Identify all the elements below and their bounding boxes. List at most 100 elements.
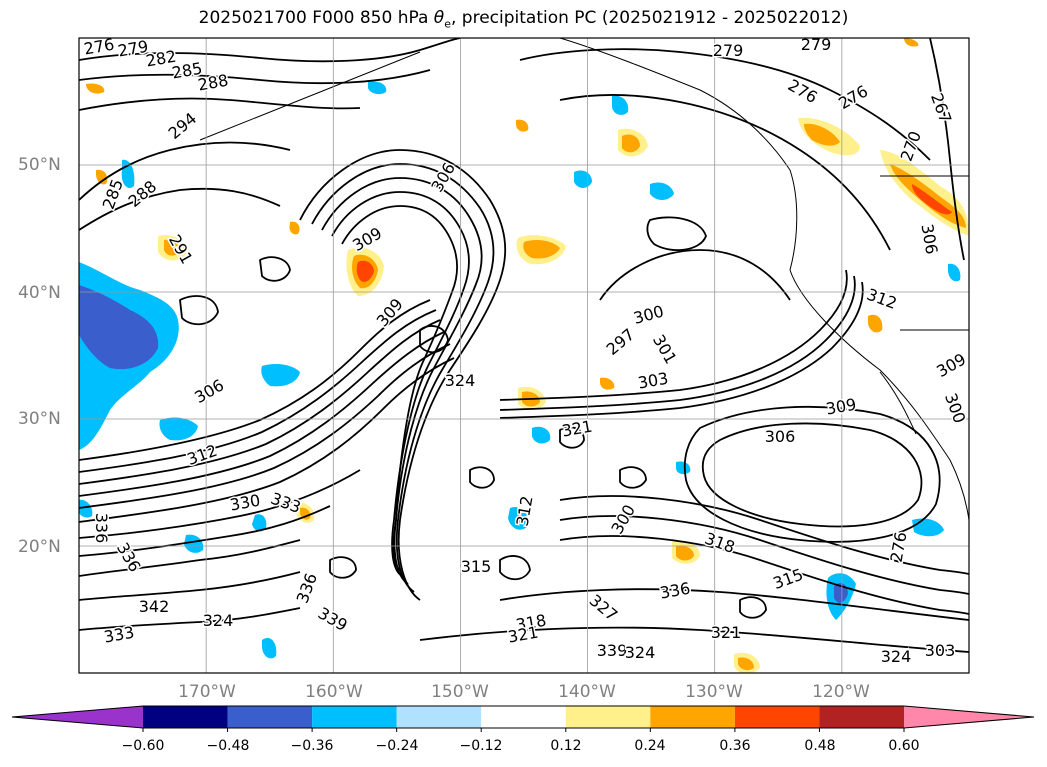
contour-line [79, 607, 301, 631]
contour-label: 303 [636, 369, 669, 393]
contour-label: 342 [139, 597, 170, 616]
contour-line [929, 38, 965, 261]
colorbar-tick: −0.48 [206, 738, 250, 754]
title-theta: θ [433, 8, 445, 28]
precip-patch-pos-8-core [676, 545, 694, 561]
precip-patch-12 [368, 81, 387, 95]
precip-patch-17 [948, 263, 961, 282]
contour-label: 336 [658, 579, 691, 603]
contour-line [499, 275, 856, 411]
title-prefix: 2025021700 F000 850 hPa [198, 8, 434, 28]
contour-line [519, 48, 931, 161]
lon-label-160w: 160°W [305, 682, 363, 702]
contour-line [499, 269, 848, 401]
precip-patch-8 [532, 426, 551, 444]
coastline-alaska-peninsula [199, 51, 421, 141]
precip-patch-pos-11 [86, 83, 105, 94]
lon-label-170w: 170°W [178, 682, 236, 702]
contour-label: 321 [560, 417, 593, 441]
contour-label: 276 [82, 35, 115, 59]
precip-patch-7 [612, 95, 629, 115]
contour-label: 288 [196, 71, 229, 95]
contour-line [341, 205, 458, 571]
precip-patch-pos-6-core [164, 239, 180, 256]
contour-label: 309 [933, 349, 969, 381]
contour-line [79, 299, 431, 461]
contour-label: 312 [185, 441, 220, 469]
colorbar-tick: 0.12 [550, 738, 582, 754]
precip-patch-15 [262, 637, 277, 659]
contour-label: 339 [315, 603, 351, 635]
precip-patch-pos-3-core [622, 134, 640, 153]
contour-line [79, 343, 451, 509]
contour-line [311, 163, 495, 593]
precip-patch-pos-12 [904, 38, 919, 47]
contour-label: 306 [765, 427, 796, 446]
contour-line [559, 535, 969, 615]
gridlines [79, 38, 969, 673]
precip-patch-2 [261, 364, 300, 387]
precip-patch-pos-16 [516, 119, 529, 132]
precip-patch-3 [252, 514, 267, 532]
contour-line [559, 495, 969, 575]
contour-line [179, 295, 219, 326]
coastline-baja [879, 371, 917, 435]
precip-patch-5 [574, 170, 592, 188]
contour-label: 321 [711, 623, 742, 642]
contour-label: 336 [293, 571, 321, 606]
contour-label: 303 [925, 641, 956, 660]
contour-label: 300 [631, 302, 665, 328]
precip-patch-9 [912, 518, 944, 537]
contour-label: 297 [603, 325, 639, 359]
precip-patch-pos-2-core [523, 240, 560, 259]
contour-label: 309 [373, 295, 407, 331]
contour-label: 279 [713, 41, 744, 60]
contour-label: 318 [702, 529, 737, 557]
lat-label-20: 20°N [18, 537, 61, 557]
contour-line [619, 466, 647, 489]
contour-line [79, 187, 281, 231]
contour-label: 324 [445, 371, 476, 390]
contour-label: 315 [771, 565, 806, 593]
lon-label-130w: 130°W [685, 682, 743, 702]
contour-line [79, 309, 437, 473]
contour-line [683, 405, 941, 543]
contour-label: 324 [203, 611, 234, 630]
contour-label: 294 [165, 109, 201, 143]
contour-line [79, 69, 431, 85]
contour-label: 312 [513, 494, 537, 527]
precip-patch-pos-4-core [804, 123, 840, 146]
contour-line [469, 466, 495, 489]
colorbar-tick: −0.36 [290, 738, 334, 754]
contour-line [79, 97, 361, 111]
precip-patch-6 [650, 182, 674, 200]
contour-line [79, 331, 445, 497]
precip-patch-pos-10-core [738, 657, 754, 671]
contour-line [646, 216, 707, 251]
colorbar-tick: 0.48 [804, 738, 836, 754]
theta-e-contours [79, 38, 969, 653]
colorbar-tick: 0.36 [719, 738, 751, 754]
precip-patch-pos-13 [868, 314, 883, 333]
precip-patch-pos-1-core [356, 260, 374, 282]
lat-label-50: 50°N [18, 155, 61, 175]
colorbar-tick: −0.60 [121, 738, 165, 754]
contour-label: 324 [881, 647, 912, 666]
contour-label: 327 [586, 591, 622, 625]
contour-line [499, 281, 864, 419]
coastline-north-america [559, 38, 969, 521]
precip-patch-11 [834, 583, 848, 603]
colorbar-tick: −0.24 [375, 738, 419, 754]
contour-label: 324 [625, 643, 656, 662]
contour-line [599, 249, 791, 301]
contour-line [79, 141, 291, 201]
contour-line [559, 515, 969, 595]
contour-label: 315 [461, 557, 492, 576]
contour-label: 306 [917, 222, 941, 255]
colorbar-tick: 0.24 [634, 738, 666, 754]
contour-label: 300 [941, 391, 969, 426]
contour-line [701, 422, 923, 528]
contour-line [79, 319, 441, 485]
chart-title: 2025021700 F000 850 hPa θe, precipitatio… [0, 8, 1047, 30]
precip-patch-pos-17 [600, 377, 615, 390]
